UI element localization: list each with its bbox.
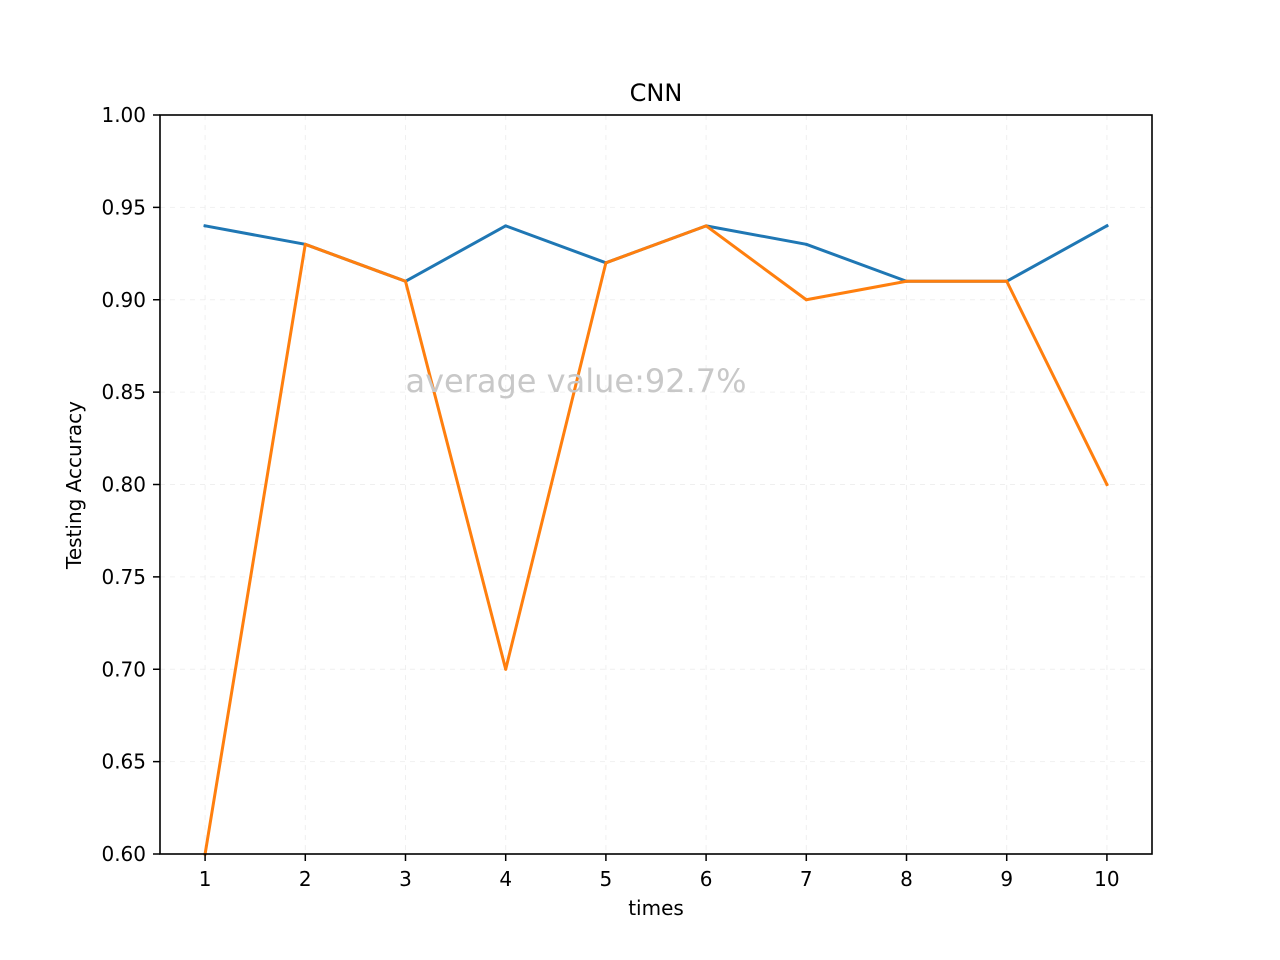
y-tick-label: 0.65 xyxy=(101,750,146,774)
series-2-point xyxy=(403,279,407,283)
series-line-2 xyxy=(203,224,1109,856)
y-tick-label: 0.85 xyxy=(101,380,146,404)
series-group xyxy=(203,223,1109,856)
series-2-point xyxy=(1105,483,1109,486)
y-tick-label: 0.70 xyxy=(101,657,146,681)
x-tick-label: 4 xyxy=(499,867,512,891)
series-1-point xyxy=(203,224,207,228)
x-tick-label: 2 xyxy=(299,867,312,891)
average-annotation: average value:92.7% xyxy=(405,362,746,400)
x-tick-label: 7 xyxy=(800,867,813,891)
series-2-point xyxy=(905,279,909,283)
x-tick-label: 3 xyxy=(399,867,412,891)
axis-ticks: 1 2 3 4 5 6 7 8 9 10 0.60 0.65 0.70 0.75 0.80 0.85 0.90 0… xyxy=(101,103,1119,891)
grid xyxy=(160,114,1152,855)
series-2-point xyxy=(303,242,307,246)
series-2-point xyxy=(704,224,708,228)
x-tick-label: 9 xyxy=(1000,867,1013,891)
x-tick-label: 5 xyxy=(600,867,613,891)
y-axis-label: Testing Accuracy xyxy=(62,401,86,570)
x-axis-label: times xyxy=(628,896,684,920)
series-1-point xyxy=(1105,224,1109,228)
y-tick-label: 0.95 xyxy=(101,195,146,219)
x-tick-label: 1 xyxy=(199,867,212,891)
series-2-point xyxy=(504,667,508,671)
series-line-1 xyxy=(203,223,1109,283)
chart-title: CNN xyxy=(630,79,683,107)
series-1-point xyxy=(504,224,508,228)
y-tick-label: 0.80 xyxy=(101,473,146,497)
series-2-point xyxy=(1005,279,1009,283)
y-tick-label: 0.75 xyxy=(101,565,146,589)
y-tick-label: 0.60 xyxy=(101,842,146,866)
x-tick-label: 8 xyxy=(900,867,913,891)
series-1-point xyxy=(804,242,808,246)
annotations: average value:92.7% xyxy=(405,362,746,400)
x-tick-label: 6 xyxy=(700,867,713,891)
y-tick-label: 1.00 xyxy=(101,103,146,127)
series-2-point xyxy=(804,298,808,302)
series-2-point xyxy=(604,261,608,265)
y-tick-label: 0.90 xyxy=(101,288,146,312)
x-tick-label: 10 xyxy=(1094,867,1119,891)
